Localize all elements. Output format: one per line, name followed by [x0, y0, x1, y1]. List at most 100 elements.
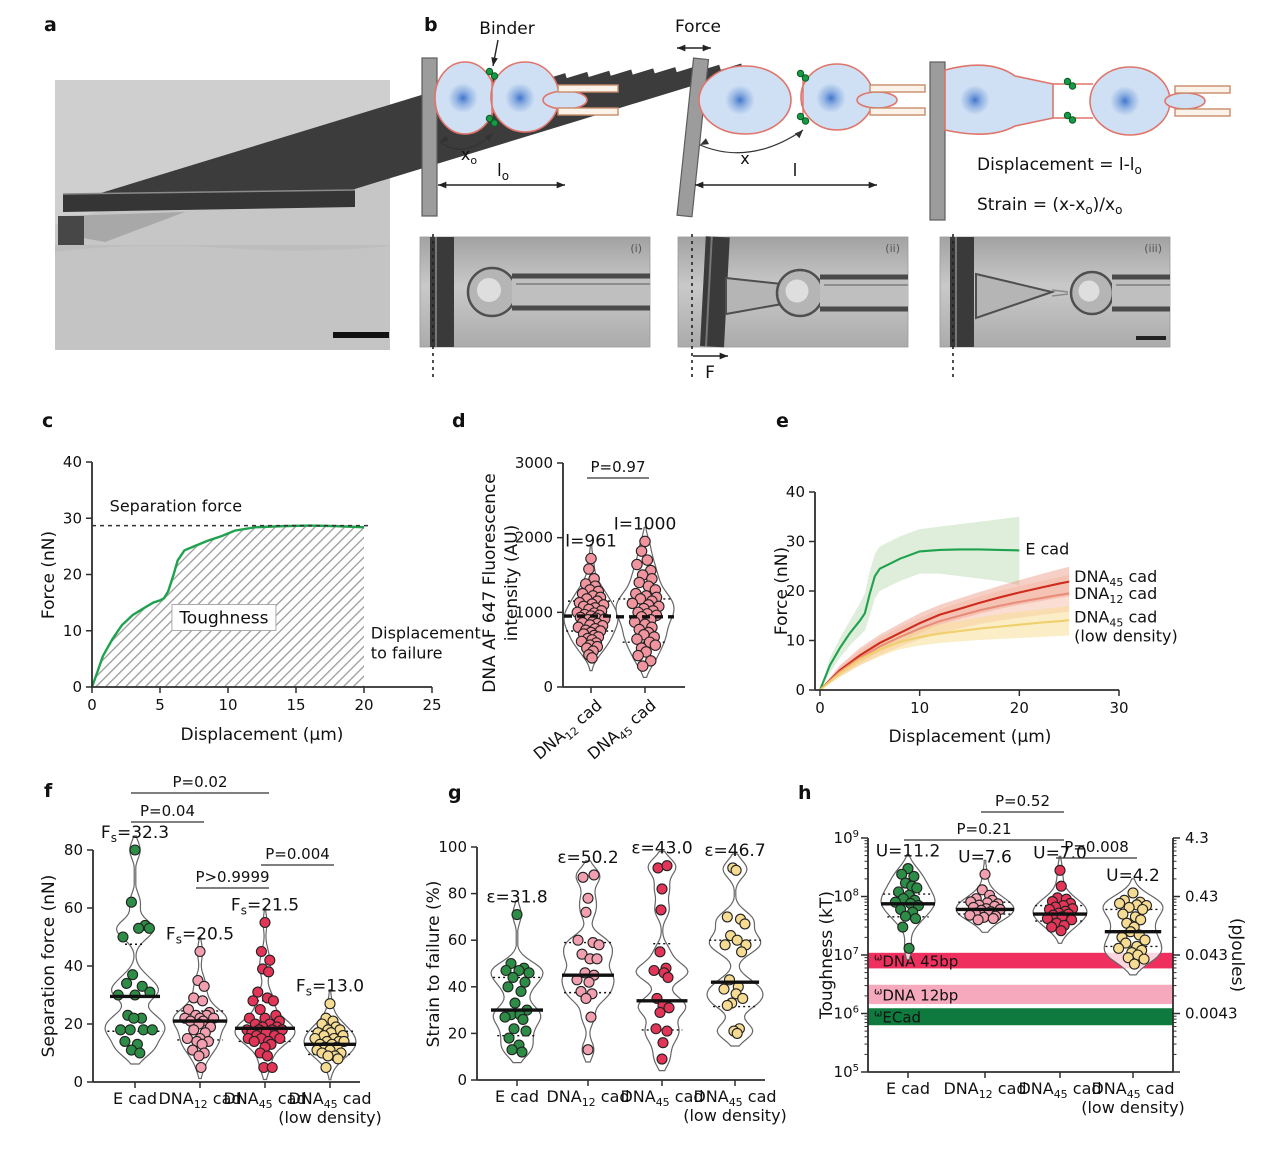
reference-band-label: ωDNA 45bp: [874, 953, 958, 971]
y-tick-label: 3000: [515, 454, 553, 472]
arrowhead: [695, 181, 704, 189]
pipette-lumen: [512, 276, 650, 308]
y-tick-label: 0: [73, 1073, 83, 1091]
data-point: [1127, 887, 1139, 899]
data-point: [267, 995, 279, 1007]
cell-nucleus: [505, 83, 535, 113]
binder-molecules: [485, 67, 499, 80]
p-value-label: P=0.52: [995, 792, 1050, 810]
y-axis-title: Separation force (nN): [39, 875, 59, 1058]
y-tick-label: 100: [438, 838, 467, 856]
micrograph-2: (ii): [677, 236, 909, 348]
series-label: E cad: [1025, 539, 1069, 558]
binder-molecules: [796, 112, 810, 125]
data-point: [1055, 925, 1067, 937]
data-point: [577, 871, 589, 883]
x-tick-label: 5: [155, 696, 165, 714]
data-point: [194, 945, 206, 958]
micropipette-bar: [869, 107, 926, 116]
data-point: [635, 545, 648, 557]
data-point: [1123, 901, 1135, 913]
stat-label: U=11.2: [876, 842, 941, 862]
micrograph-1: (i): [419, 236, 651, 348]
data-point: [636, 660, 649, 672]
stat-label: ε=43.0: [631, 839, 692, 859]
x-tick-label: E cad: [886, 1079, 930, 1098]
cantilever-tilted: [700, 236, 730, 348]
cantilever-wall: [929, 61, 946, 221]
data-point: [136, 980, 148, 992]
data-point: [583, 976, 595, 988]
stat-label: ε=31.8: [486, 888, 547, 908]
y-tick-label: 20: [786, 582, 805, 600]
right-tick-label: 4.3: [1185, 829, 1209, 847]
sem-shadow: [61, 212, 185, 242]
x-tick-label: DNA45 cad: [620, 1087, 703, 1109]
data-point: [255, 945, 267, 958]
data-point: [1046, 921, 1058, 933]
data-point: [115, 1024, 127, 1036]
series-line: [819, 619, 1070, 691]
data-point: [193, 1050, 205, 1062]
series-label: DNA45 cad: [1074, 567, 1157, 589]
y-axis-title: Strain to failure (%): [424, 881, 444, 1048]
reference-band: [868, 984, 1173, 1005]
y-tick-label: 80: [64, 841, 83, 859]
cantilever-finger: [65, 77, 480, 211]
data-point: [626, 597, 639, 610]
data-point: [517, 1013, 529, 1025]
data-point: [516, 1046, 528, 1058]
data-point: [736, 946, 748, 958]
data-point: [654, 1006, 666, 1018]
y-tick-label: 105: [834, 1063, 859, 1081]
data-point: [650, 1023, 662, 1035]
violin-outline: [104, 835, 166, 1065]
binder-molecules: [1063, 77, 1077, 90]
data-point: [645, 655, 657, 667]
data-point: [507, 971, 519, 984]
data-point: [1117, 908, 1129, 920]
data-point: [515, 985, 527, 998]
line: [62, 189, 356, 195]
reference-band: [868, 1008, 1173, 1026]
data-point: [652, 862, 664, 874]
data-point: [588, 869, 600, 881]
x-tick-label: (low density): [1081, 1098, 1185, 1117]
y-tick-label: 109: [834, 829, 859, 847]
y-tick-label: 10: [786, 632, 805, 650]
data-point: [143, 922, 155, 934]
y-tick-label: 40: [448, 978, 467, 996]
data-point: [117, 931, 129, 943]
data-point: [730, 864, 742, 876]
reference-band: [868, 952, 1173, 969]
data-point: [320, 1061, 332, 1074]
confidence-band: [820, 566, 1070, 690]
data-point: [1055, 880, 1067, 892]
arrowhead: [491, 57, 498, 66]
x-tick-label: DNA45 cad: [223, 1089, 306, 1111]
data-point: [502, 981, 514, 993]
stat-label: U=7.6: [958, 847, 1012, 867]
arrowhead: [484, 133, 493, 142]
panel-label-c: c: [42, 410, 54, 432]
scale-bar: [333, 332, 389, 338]
x-tick-label: 0: [87, 696, 97, 714]
data-point: [332, 1053, 344, 1065]
data-point: [128, 1012, 140, 1024]
data-point: [897, 921, 909, 933]
right-tick-label: 0.043: [1185, 946, 1228, 964]
stat-label: I=1000: [614, 514, 677, 534]
data-point: [263, 966, 275, 978]
data-point: [1054, 864, 1066, 876]
panel-label-a: a: [44, 14, 57, 36]
stat-label: ε=46.7: [704, 841, 765, 861]
data-point: [248, 1035, 260, 1047]
pipette-lumen: [820, 277, 908, 309]
data-point: [656, 883, 668, 895]
data-point: [663, 1002, 675, 1014]
right-axis-title: (pJoules): [1227, 918, 1247, 992]
panel-label-e: e: [776, 410, 789, 432]
data-point: [324, 998, 336, 1010]
arrowhead: [677, 44, 686, 52]
